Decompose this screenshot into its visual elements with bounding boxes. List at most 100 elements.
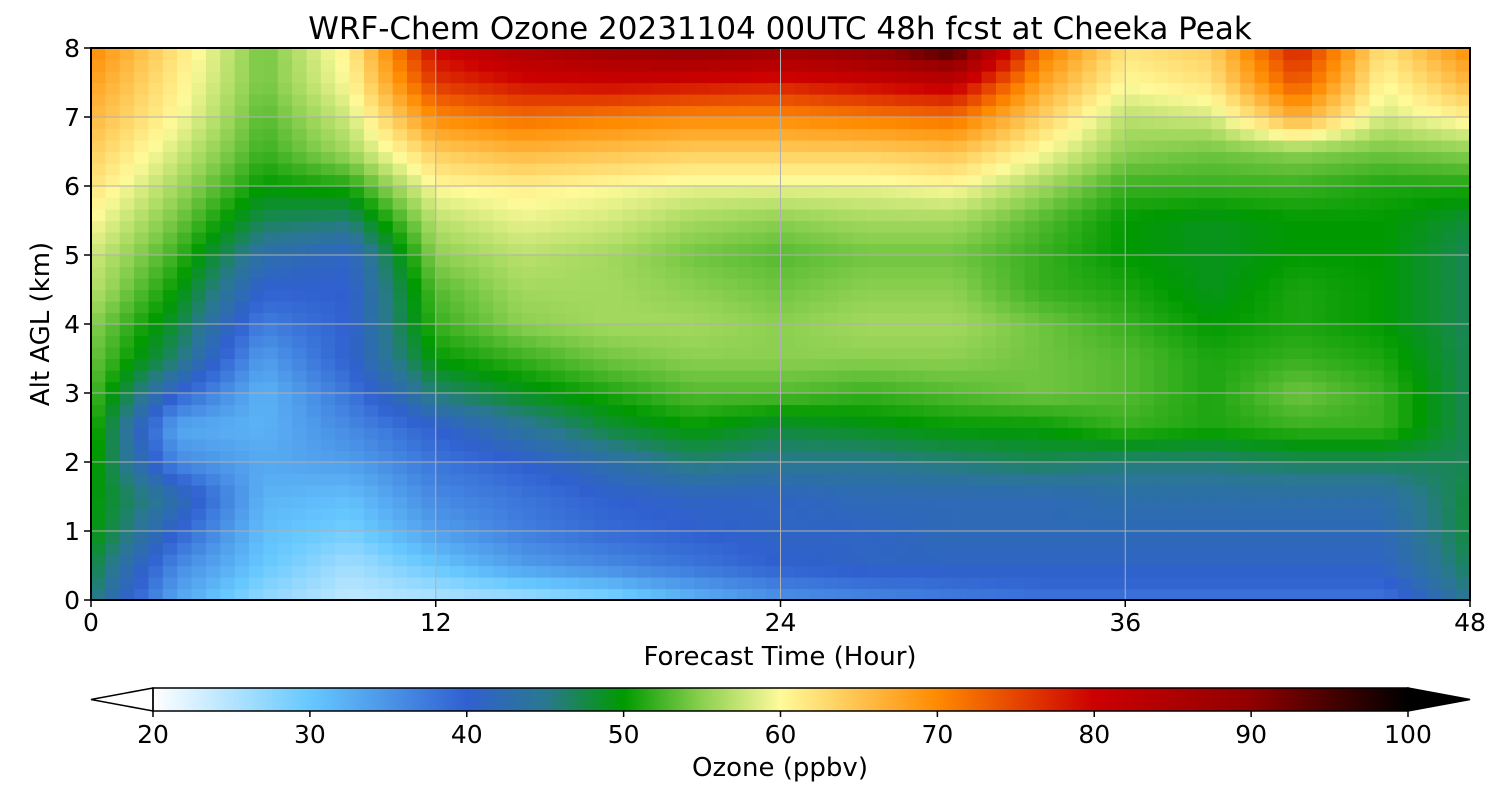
heatmap-cell	[708, 358, 724, 371]
heatmap-cell	[823, 508, 839, 521]
heatmap-cell	[335, 519, 351, 532]
heatmap-cell	[1082, 393, 1098, 406]
heatmap-cell	[1426, 82, 1442, 95]
heatmap-cell	[1053, 496, 1069, 509]
heatmap-cell	[1082, 278, 1098, 291]
heatmap-cell	[737, 565, 753, 578]
heatmap-cell	[924, 404, 940, 417]
heatmap-cell	[766, 324, 782, 337]
heatmap-cell	[622, 450, 638, 463]
heatmap-cell	[737, 324, 753, 337]
y-tick-label: 6	[64, 172, 80, 201]
heatmap-cell	[1211, 128, 1227, 141]
heatmap-cell	[751, 370, 767, 383]
heatmap-cell	[909, 531, 925, 544]
heatmap-cell	[794, 381, 810, 394]
heatmap-cell	[292, 393, 308, 406]
heatmap-cell	[1355, 197, 1371, 210]
heatmap-cell	[521, 128, 537, 141]
heatmap-cell	[263, 335, 279, 348]
heatmap-cell	[521, 324, 537, 337]
heatmap-cell	[1355, 186, 1371, 199]
heatmap-cell	[995, 347, 1011, 360]
heatmap-cell	[1225, 358, 1241, 371]
heatmap-cell	[292, 324, 308, 337]
heatmap-cell	[191, 531, 207, 544]
heatmap-cell	[1383, 439, 1399, 452]
heatmap-cell	[105, 278, 121, 291]
heatmap-cell	[823, 347, 839, 360]
heatmap-cell	[1168, 94, 1184, 107]
heatmap-cell	[177, 358, 193, 371]
heatmap-cell	[478, 370, 494, 383]
heatmap-cell	[1110, 473, 1126, 486]
heatmap-cell	[679, 174, 695, 187]
heatmap-cell	[995, 462, 1011, 475]
heatmap-cell	[608, 496, 624, 509]
heatmap-cell	[967, 542, 983, 555]
heatmap-cell	[407, 71, 422, 84]
heatmap-cell	[478, 151, 494, 164]
heatmap-cell	[1268, 289, 1284, 302]
heatmap-cell	[435, 370, 451, 383]
heatmap-cell	[651, 301, 667, 314]
heatmap-cell	[1153, 565, 1169, 578]
heatmap-cell	[105, 427, 121, 440]
heatmap-cell	[1168, 117, 1184, 130]
heatmap-cell	[263, 94, 279, 107]
heatmap-cell	[1455, 220, 1470, 233]
heatmap-cell	[967, 140, 983, 153]
heatmap-cell	[1426, 71, 1442, 84]
heatmap-cell	[1355, 209, 1371, 222]
heatmap-cell	[1283, 393, 1299, 406]
heatmap-cell	[751, 508, 767, 521]
heatmap-cell	[220, 197, 236, 210]
heatmap-cell	[579, 128, 595, 141]
heatmap-cell	[1240, 370, 1256, 383]
heatmap-cell	[392, 186, 408, 199]
heatmap-cell	[1412, 82, 1428, 95]
heatmap-cell	[249, 496, 264, 509]
heatmap-cell	[1240, 496, 1256, 509]
heatmap-cell	[823, 370, 839, 383]
heatmap-cell	[679, 278, 695, 291]
heatmap-cell	[1039, 59, 1055, 72]
heatmap-cell	[608, 243, 624, 256]
heatmap-cell	[593, 243, 609, 256]
heatmap-cell	[421, 370, 437, 383]
heatmap-cell	[995, 48, 1011, 61]
heatmap-cell	[478, 255, 494, 268]
heatmap-cell	[636, 554, 652, 567]
heatmap-cell	[148, 370, 164, 383]
heatmap-cell	[651, 531, 667, 544]
heatmap-cell	[895, 197, 911, 210]
heatmap-cell	[507, 393, 523, 406]
heatmap-cell	[277, 519, 293, 532]
heatmap-cell	[837, 174, 853, 187]
heatmap-cell	[737, 370, 753, 383]
heatmap-cell	[809, 59, 825, 72]
heatmap-cell	[909, 370, 925, 383]
heatmap-cell	[177, 255, 193, 268]
heatmap-cell	[1383, 554, 1399, 567]
heatmap-cell	[335, 485, 351, 498]
heatmap-cell	[177, 565, 193, 578]
heatmap-cell	[1311, 496, 1327, 509]
heatmap-cell	[565, 462, 580, 475]
heatmap-cell	[737, 496, 753, 509]
heatmap-cell	[794, 186, 810, 199]
heatmap-cell	[191, 105, 207, 118]
heatmap-cell	[967, 565, 983, 578]
heatmap-cell	[952, 577, 968, 590]
heatmap-cell	[1125, 439, 1141, 452]
heatmap-cell	[1067, 312, 1083, 325]
heatmap-cell	[823, 485, 839, 498]
heatmap-cell	[335, 508, 351, 521]
heatmap-cell	[177, 416, 193, 429]
heatmap-cell	[177, 82, 193, 95]
heatmap-cell	[852, 335, 868, 348]
heatmap-cell	[306, 105, 322, 118]
heatmap-cell	[263, 508, 279, 521]
heatmap-cell	[837, 94, 853, 107]
heatmap-cell	[565, 220, 580, 233]
